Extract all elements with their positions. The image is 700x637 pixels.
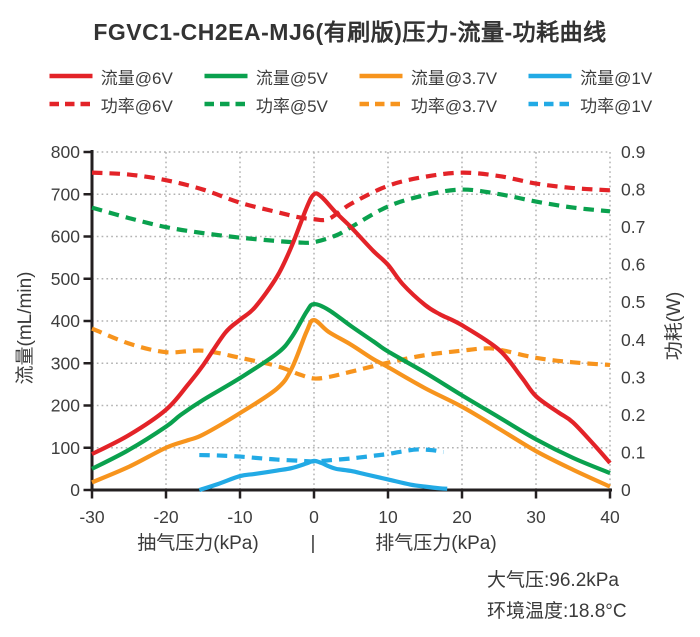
legend: 流量@6V 流量@5V 流量@3.7V 流量@1V 功率@6V 功率@5V 功率@3.7V… [0, 64, 700, 120]
curve-power-6v [91, 170, 611, 223]
y-right-tick-label: 0.6 [621, 255, 645, 275]
condition-ambient-temperature: 环境温度:18.8°C [487, 601, 627, 622]
y-left-tick-label: 100 [51, 438, 80, 458]
x-tick-label: 20 [452, 507, 472, 527]
y-right-tick-label: 0.7 [621, 217, 645, 237]
legend-swatch-power-3.7v [359, 101, 403, 107]
legend-label: 功率@1V [580, 96, 653, 116]
x-axis-title-left: 抽气压力(kPa) [137, 532, 258, 554]
y-right-tick-label: 0.8 [621, 180, 645, 200]
legend-item-flow-3.7v: 流量@3.7V [358, 64, 497, 89]
legend-label: 流量@3.7V [410, 68, 498, 88]
y-right-tick-label: 0.4 [621, 330, 646, 350]
legend-item-power-3.7v: 功率@3.7V [358, 92, 497, 117]
legend-item-flow-6v: 流量@6V [48, 64, 173, 89]
x-axis-title-right: 排气压力(kPa) [375, 532, 496, 554]
y-left-tick-label: 600 [51, 227, 80, 247]
y-left-tick-label: 0 [70, 480, 80, 500]
legend-label: 流量@1V [580, 68, 653, 88]
x-axis-title-separator: | [311, 533, 316, 554]
x-tick-label: 30 [526, 507, 546, 527]
y-right-tick-label: 0.2 [621, 405, 645, 425]
test-conditions: 大气压:96.2kPa 环境温度:18.8°C [487, 565, 627, 627]
y-right-tick-label: 0.1 [621, 442, 645, 462]
x-tick-label: -30 [79, 507, 105, 527]
y-right-tick-label: 0.3 [621, 367, 645, 387]
legend-swatch-flow-6v [49, 73, 93, 79]
legend-row-flow: 流量@6V 流量@5V 流量@3.7V 流量@1V [0, 64, 700, 88]
x-tick-label: -10 [227, 507, 253, 527]
legend-swatch-power-6v [49, 101, 93, 107]
legend-item-flow-1v: 流量@1V [527, 64, 652, 89]
x-tick-label: 0 [309, 507, 319, 527]
curves [91, 170, 612, 492]
curve-flow-5v [91, 301, 611, 476]
y-right-tick-label: 0.5 [621, 292, 645, 312]
y-left-tick-label: 500 [51, 269, 80, 289]
x-tick-label: 40 [600, 507, 620, 527]
curve-flow-3.7v [91, 318, 611, 489]
y-left-tick-label: 300 [51, 353, 80, 373]
legend-swatch-flow-1v [528, 73, 572, 79]
curve-power-1v [199, 447, 444, 464]
axes [83, 150, 612, 499]
curve-flow-1v [198, 458, 448, 492]
y-left-tick-label: 800 [51, 142, 80, 162]
legend-item-power-6v: 功率@6V [48, 92, 173, 117]
chart-title: FGVC1-CH2EA-MJ6(有刷版)压力-流量-功耗曲线 [93, 19, 607, 45]
x-tick-label: 10 [378, 507, 398, 527]
legend-item-flow-5v: 流量@5V [203, 64, 328, 89]
legend-label: 流量@5V [255, 68, 328, 88]
y-left-tick-label: 700 [51, 184, 80, 204]
legend-label: 功率@3.7V [410, 96, 498, 116]
y-axis-title-right: 功耗(W) [663, 292, 685, 361]
x-tick-label: -20 [153, 507, 179, 527]
legend-row-power: 功率@6V 功率@5V 功率@3.7V 功率@1V [0, 92, 700, 116]
curve-power-3.7v [91, 326, 611, 381]
tick-labels: -30 -20 -10 0 10 20 30 400100200300400500600700… [51, 142, 646, 527]
y-right-tick-label: 0.9 [621, 142, 645, 162]
curve-flow-6v [91, 191, 612, 465]
condition-atmospheric-pressure: 大气压:96.2kPa [487, 570, 619, 591]
y-left-tick-label: 200 [51, 396, 80, 416]
y-left-tick-label: 400 [51, 311, 80, 331]
legend-swatch-power-1v [528, 101, 572, 107]
y-right-tick-label: 0 [621, 480, 631, 500]
legend-item-power-1v: 功率@1V [527, 92, 652, 117]
legend-swatch-flow-3.7v [359, 73, 403, 79]
legend-label: 功率@5V [255, 96, 328, 116]
y-axis-title-left: 流量(mL/min) [14, 272, 36, 385]
curve-power-5v [91, 187, 611, 245]
legend-swatch-flow-5v [204, 73, 248, 79]
legend-label: 功率@6V [100, 96, 173, 116]
legend-swatch-power-5v [204, 101, 248, 107]
legend-label: 流量@6V [100, 68, 173, 88]
legend-item-power-5v: 功率@5V [203, 92, 328, 117]
